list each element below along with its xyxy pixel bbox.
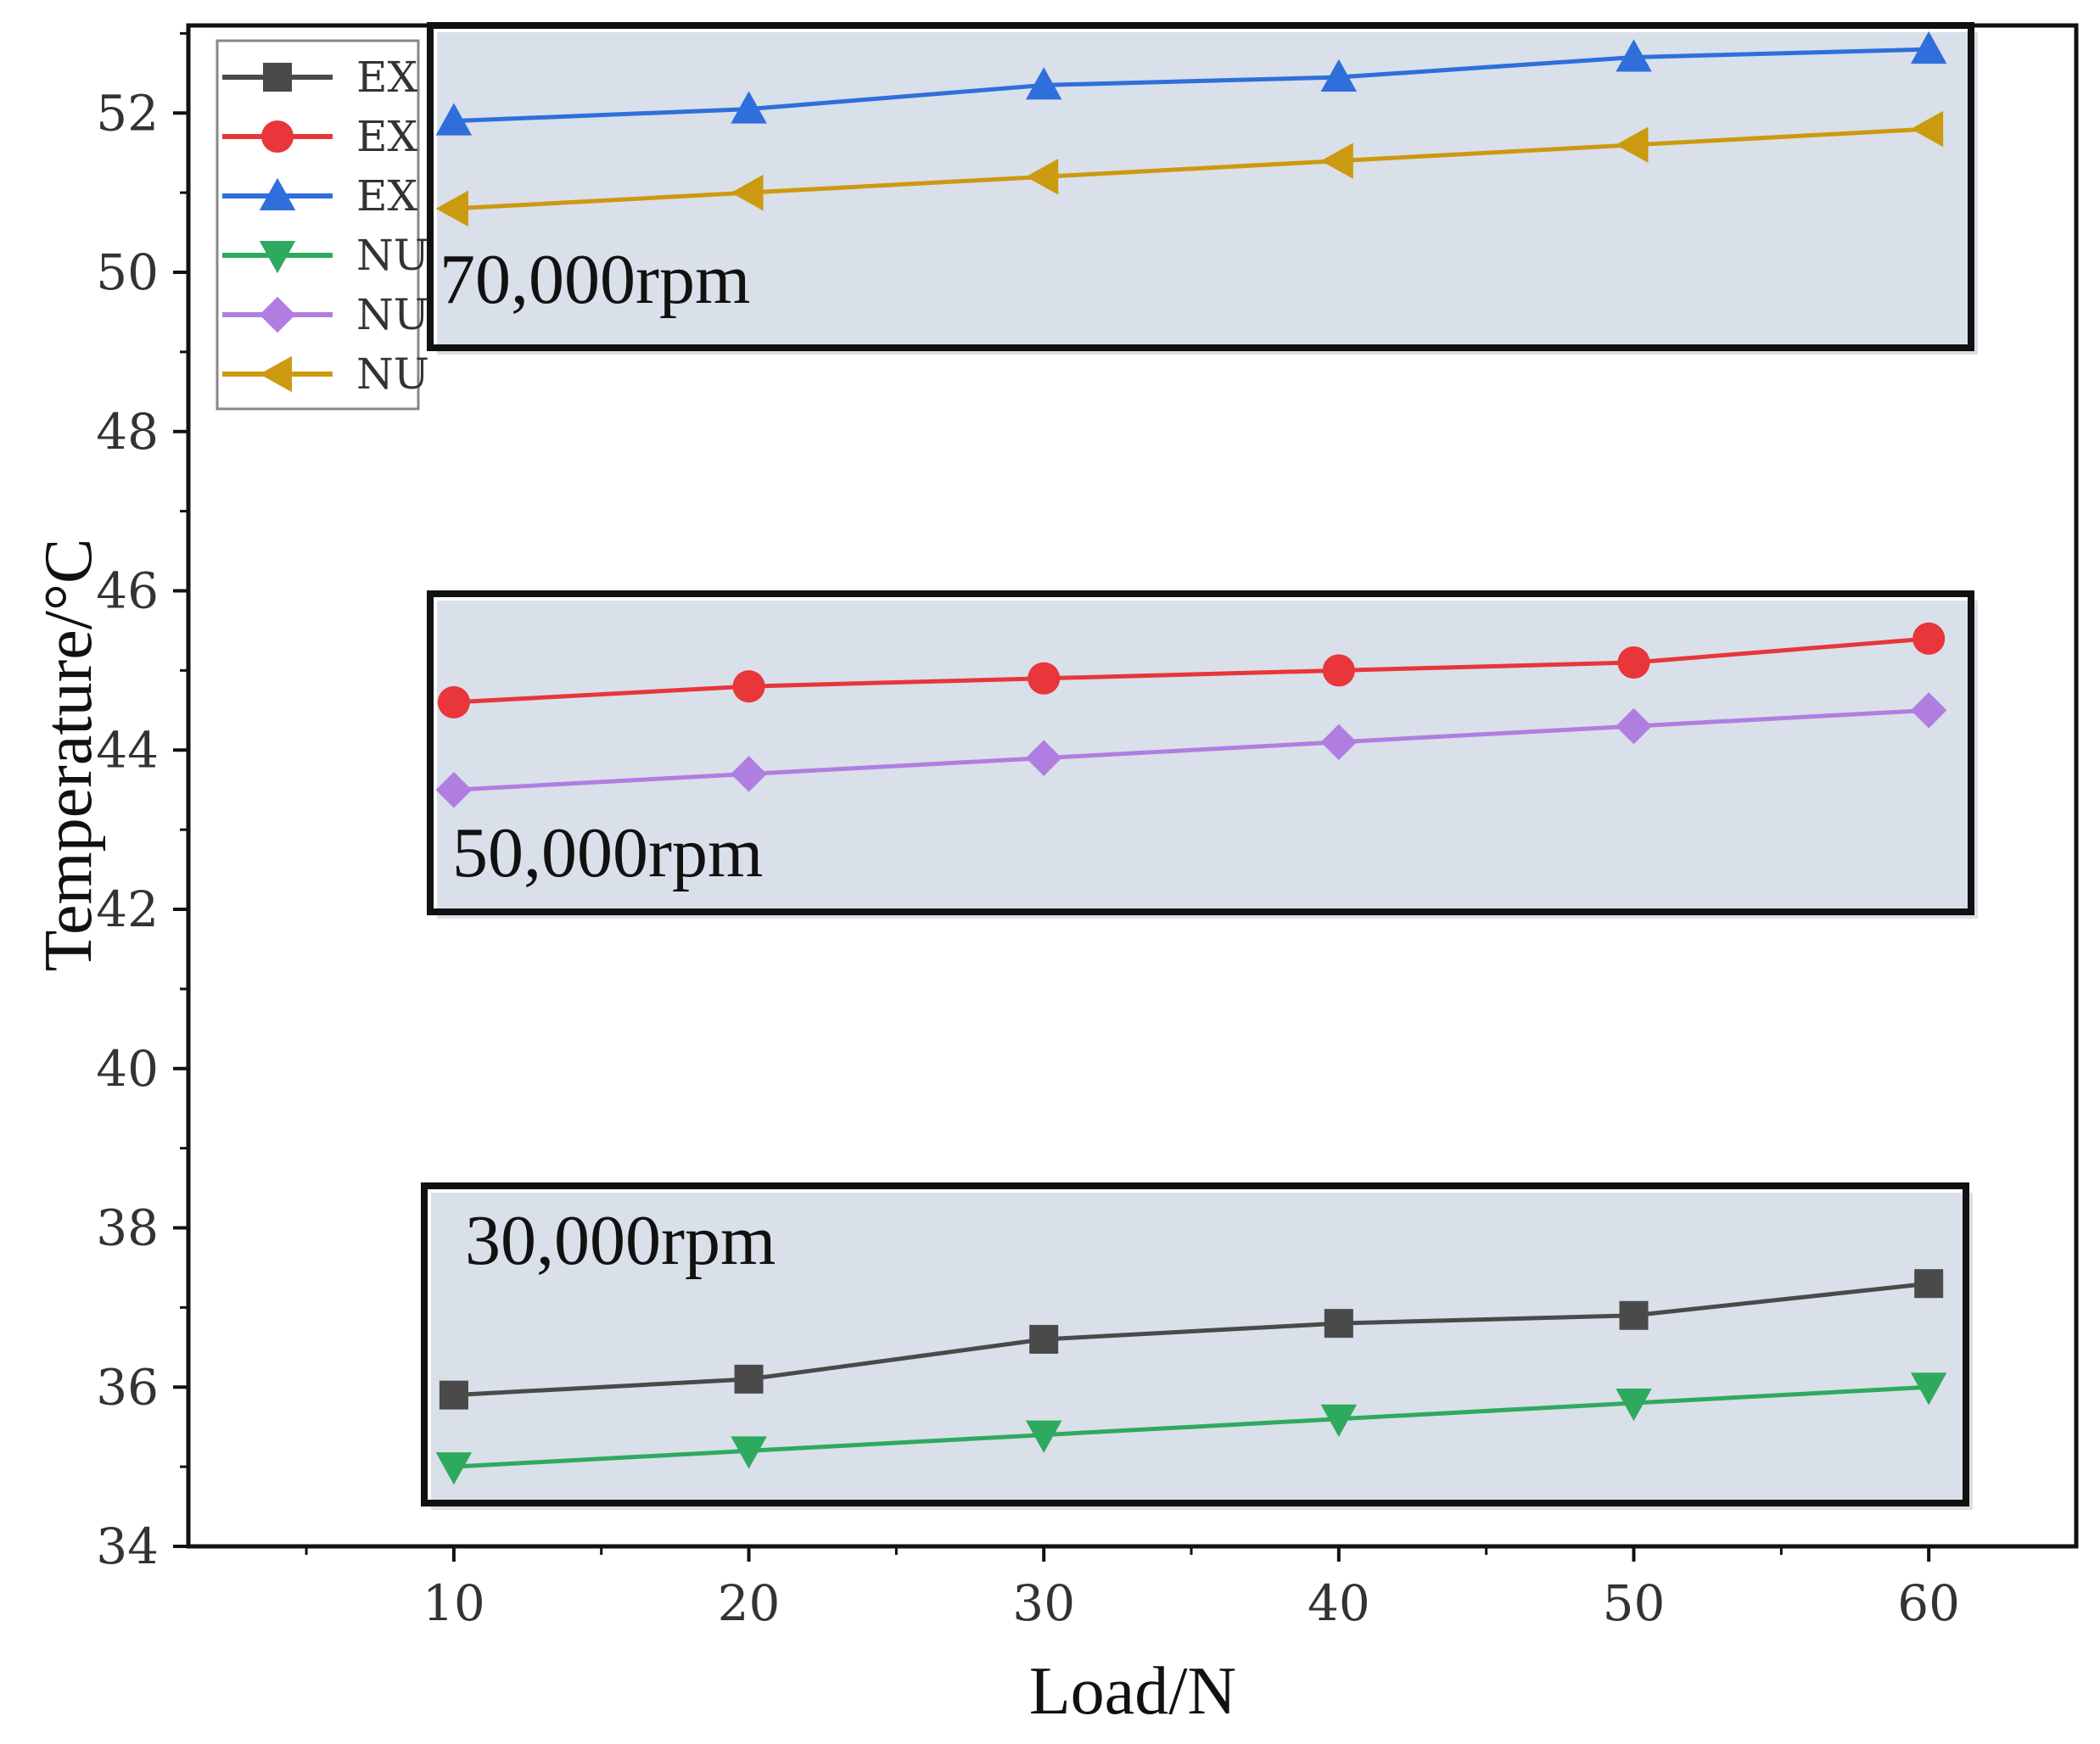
series-3-point-0	[435, 1452, 473, 1485]
series-3-point-4	[1616, 1389, 1652, 1422]
series-4-point-3	[1320, 724, 1358, 761]
legend-label-4: NU	[356, 290, 429, 339]
series-1-point-0	[437, 685, 470, 718]
series-1-point-5	[1912, 622, 1946, 655]
series-2	[435, 31, 1947, 136]
legend-marker-1	[260, 120, 294, 154]
axis-ticks: 10 20 30 40 50 60 34 36 38 40 42 44 46 48 50 52	[96, 31, 1960, 1632]
legend-marker-3	[259, 241, 296, 274]
series-4	[435, 692, 1947, 808]
legend-label-0: EX	[356, 53, 417, 102]
series-5-point-4	[1616, 126, 1649, 164]
group-box-shadow-0	[437, 32, 1978, 355]
legend-label-1: EX	[356, 112, 417, 161]
series-5-point-1	[731, 174, 764, 211]
series-5-point-2	[1025, 159, 1059, 195]
legend-marker-5	[259, 355, 292, 393]
legend-label-5: NU	[356, 349, 429, 399]
y-tick-label-8: 50	[96, 243, 159, 301]
series-1-line	[453, 636, 1929, 705]
y-tick-label-3: 40	[96, 1040, 159, 1098]
group-label-70000: 70,000rpm	[440, 240, 750, 319]
series-1-point-2	[1028, 662, 1061, 695]
series-0-point-2	[1029, 1324, 1059, 1354]
legend: EX EX EX NU NU NU	[216, 39, 429, 411]
legend-label-2: EX	[356, 171, 417, 221]
x-tick-label-5: 60	[1897, 1574, 1960, 1632]
series-3-point-2	[1025, 1420, 1062, 1453]
series-0-point-0	[439, 1380, 468, 1410]
series-2-point-0	[435, 103, 473, 136]
series-4-point-0	[435, 771, 473, 808]
series-0	[439, 1269, 1944, 1410]
group-label-30000: 30,000rpm	[465, 1201, 776, 1280]
series-0-point-1	[734, 1364, 764, 1394]
y-axis-title: Temperature/°C	[31, 539, 106, 972]
y-tick-label-7: 48	[96, 403, 159, 461]
series-3-point-1	[731, 1436, 767, 1469]
series-5-point-5	[1910, 110, 1944, 148]
group-box-2	[421, 1182, 1969, 1506]
series-3-point-5	[1910, 1372, 1947, 1406]
legend-marker-0	[263, 63, 292, 92]
series-2-point-2	[1025, 67, 1062, 100]
series-3-point-3	[1320, 1404, 1358, 1438]
legend-marker-2	[259, 177, 296, 210]
plot-frame	[186, 23, 2079, 1549]
series-0-point-3	[1324, 1309, 1353, 1339]
series-0-point-4	[1619, 1300, 1649, 1330]
series-1-point-1	[732, 670, 765, 703]
series-1	[437, 622, 1946, 718]
y-tick-label-6: 46	[96, 562, 159, 620]
series-3	[435, 1372, 1947, 1485]
series-5-point-3	[1320, 143, 1353, 179]
x-tick-label-4: 50	[1603, 1574, 1666, 1632]
series-2-line	[453, 47, 1929, 124]
series-3-line	[453, 1384, 1929, 1469]
series-0-line	[453, 1281, 1929, 1398]
series-2-point-5	[1910, 31, 1947, 64]
series-5	[435, 110, 1944, 227]
x-tick-label-3: 40	[1308, 1574, 1370, 1632]
series-4-point-1	[731, 756, 767, 792]
x-tick-label-1: 20	[718, 1574, 781, 1632]
legend-box	[216, 39, 420, 411]
series-2-point-1	[731, 91, 767, 124]
series-5-line	[453, 126, 1929, 211]
series-4-line	[453, 707, 1929, 792]
y-tick-label-1: 36	[96, 1358, 159, 1416]
legend-marker-4	[259, 296, 296, 333]
x-tick-label-2: 30	[1012, 1574, 1075, 1632]
series-0-point-5	[1914, 1269, 1944, 1299]
speed-group-boxes	[421, 22, 1978, 1510]
annotation-labels: 70,000rpm 50,000rpm 30,000rpm	[440, 240, 776, 1280]
series-layer	[435, 31, 1947, 1485]
group-box-1	[427, 590, 1974, 915]
group-box-shadow-2	[431, 1193, 1973, 1510]
x-tick-label-0: 10	[423, 1574, 485, 1632]
series-2-point-3	[1320, 59, 1358, 92]
series-2-point-4	[1616, 39, 1652, 72]
series-5-point-0	[435, 190, 468, 227]
x-axis-title: Load/N	[1029, 1654, 1236, 1729]
series-1-point-4	[1617, 646, 1650, 679]
y-tick-label-4: 42	[96, 880, 159, 938]
y-tick-label-5: 44	[96, 721, 159, 779]
series-4-point-4	[1616, 707, 1652, 745]
legend-label-3: NU	[356, 231, 429, 280]
y-tick-label-2: 38	[96, 1199, 159, 1257]
y-tick-label-0: 34	[96, 1518, 159, 1575]
group-label-50000: 50,000rpm	[452, 813, 763, 892]
series-4-point-2	[1025, 740, 1062, 776]
series-1-point-3	[1322, 654, 1355, 687]
series-4-point-5	[1910, 692, 1947, 729]
y-tick-label-9: 52	[96, 84, 159, 142]
